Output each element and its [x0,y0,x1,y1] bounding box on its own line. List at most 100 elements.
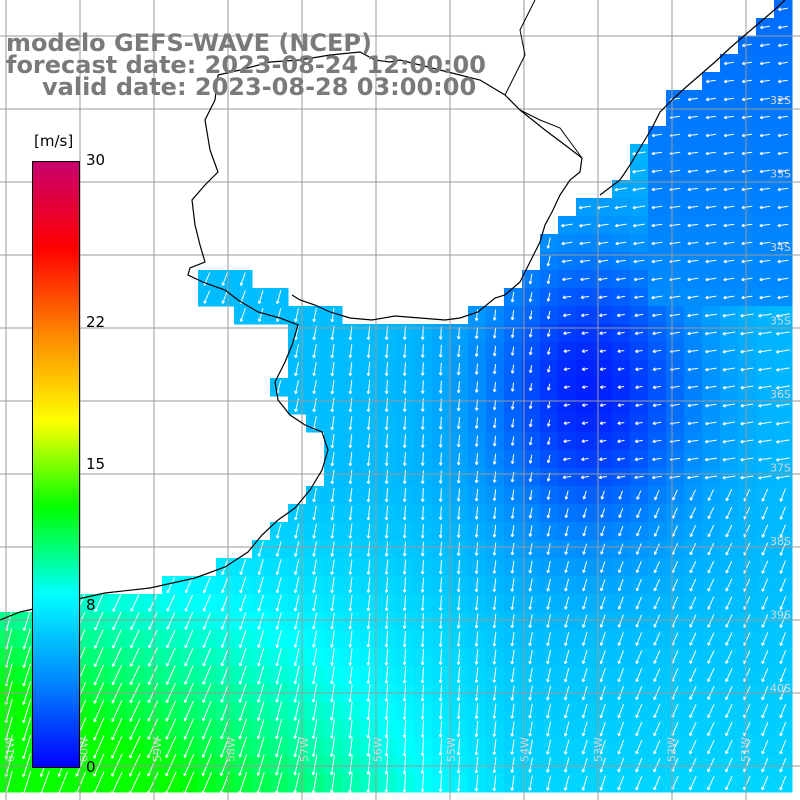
wind-arrow [722,349,736,354]
wind-arrow [474,524,479,538]
wind-arrow [652,385,662,390]
wind-arrow [598,277,608,282]
wind-arrow [725,596,733,610]
wind-arrow [474,774,479,792]
wind-arrow [456,702,461,720]
wind-arrow [687,421,699,426]
wind-arrow [239,612,247,630]
wind-arrow [546,757,552,773]
wind-arrow [546,383,551,391]
wind-arrow [741,259,753,264]
wind-arrow [184,665,194,685]
wind-arrow [705,133,717,138]
wind-arrow [758,439,772,444]
wind-arrow [564,490,569,500]
wind-arrow [238,736,247,758]
wind-arrow [293,665,300,685]
wind-arrow [653,757,661,773]
wind-arrow [723,187,735,192]
wind-arrow [528,507,533,519]
wind-arrow [275,647,282,667]
wind-arrow [384,470,389,485]
wind-arrow [687,349,699,354]
wind-arrow [725,488,733,502]
latitude-label: 39S [770,609,791,622]
wind-arrow [635,561,642,574]
wind-arrow [705,277,717,282]
wind-arrow [725,757,733,773]
wind-arrow [492,399,497,411]
wind-arrow [183,753,195,777]
wind-arrow [456,326,461,340]
wind-arrow [330,470,335,485]
wind-arrow [616,313,625,318]
wind-arrow [402,326,407,340]
wind-arrow [420,595,425,611]
wind-arrow [148,594,158,612]
wind-arrow [456,381,461,394]
wind-arrow [761,721,769,737]
wind-arrow [563,421,571,425]
wind-arrow [402,523,407,539]
wind-arrow [528,775,533,791]
wind-arrow [366,470,371,485]
wind-arrow [510,614,515,629]
wind-arrow [599,367,606,371]
wind-arrow [420,506,425,521]
longitude-label: 61W [4,737,17,762]
wind-arrow [723,241,735,246]
wind-arrow [758,313,772,318]
wind-arrow [94,611,104,631]
wind-arrow [704,331,717,336]
wind-arrow [474,667,479,683]
wind-arrow [384,523,389,539]
wind-arrow [775,385,790,390]
wind-arrow [599,721,606,737]
wind-arrow [456,595,461,611]
wind-arrow [510,578,515,592]
wind-arrow [564,525,569,537]
wind-arrow [614,223,627,228]
coastline [0,0,786,621]
wind-arrow [707,650,715,664]
wind-arrow [366,452,371,467]
wind-arrow [779,506,786,520]
wind-arrow [546,454,551,464]
wind-arrow [758,349,772,354]
wind-arrow [384,630,389,648]
wind-arrow [687,97,698,102]
wind-arrow [779,560,786,574]
wind-arrow [129,700,141,722]
wind-arrow [257,594,264,612]
wind-arrow [294,344,299,359]
wind-arrow [474,345,479,357]
wind-arrow [348,380,353,395]
wind-arrow [528,721,533,737]
wind-arrow [312,523,317,539]
wind-arrow [759,133,771,138]
wind-arrow [775,439,790,444]
wind-arrow [366,559,371,575]
wind-arrow [653,775,661,791]
wind-arrow [653,561,660,574]
wind-arrow [420,720,425,738]
wind-arrow [456,738,461,756]
wind-arrow [420,738,425,756]
wind-arrow [492,327,497,339]
wind-arrow [330,755,335,776]
wind-arrow [651,277,663,282]
wind-arrow [312,487,317,503]
wind-arrow [759,61,770,66]
wind-arrow [384,577,389,593]
wind-arrow [740,421,754,426]
wind-arrow [420,613,425,629]
wind-arrow [652,403,662,408]
wind-arrow [22,628,31,650]
wind-arrow [492,524,497,538]
wind-arrow [275,665,282,685]
wind-arrow [599,457,607,462]
wind-arrow [492,345,497,357]
wind-arrow [546,721,552,737]
